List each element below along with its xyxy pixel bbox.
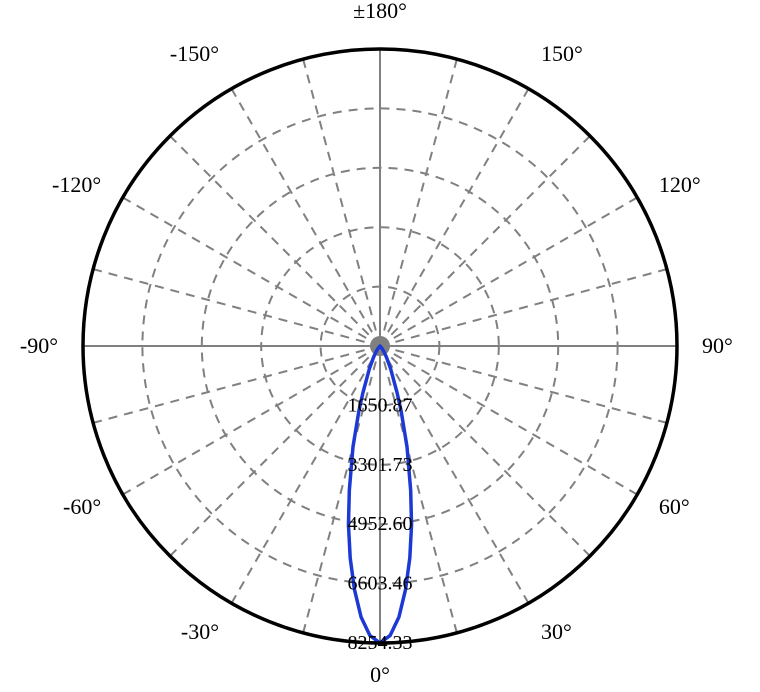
grid-spoke: [123, 198, 380, 347]
angle-label: 30°: [541, 619, 572, 644]
grid-spoke: [380, 346, 667, 423]
angle-label: -90°: [20, 333, 58, 358]
angle-label: 150°: [541, 41, 583, 66]
radial-tick-label: 4952.60: [348, 513, 413, 535]
angle-label: 120°: [659, 172, 701, 197]
grid-spoke: [380, 136, 590, 346]
angle-label: 0°: [370, 662, 390, 687]
angle-label: -60°: [63, 494, 101, 519]
grid-spoke: [123, 346, 380, 495]
radial-tick-label: 3301.73: [348, 454, 413, 476]
radial-tick-label: 1650.87: [348, 394, 413, 416]
grid-spoke: [380, 59, 457, 346]
grid-spoke: [232, 89, 381, 346]
grid-spoke: [93, 269, 380, 346]
radial-tick-label: 8254.33: [348, 632, 413, 654]
angle-label: ±180°: [353, 0, 407, 23]
angle-label: -150°: [170, 41, 219, 66]
grid-spoke: [380, 269, 667, 346]
grid-spoke: [93, 346, 380, 423]
grid-spoke: [380, 346, 637, 495]
angle-label: 90°: [702, 333, 733, 358]
angle-label: -120°: [52, 172, 101, 197]
grid-spoke: [380, 198, 637, 347]
radial-tick-label: 6603.46: [348, 573, 413, 595]
grid-spoke: [303, 59, 380, 346]
angle-label: -30°: [181, 619, 219, 644]
angle-label: 60°: [659, 494, 690, 519]
grid-spoke: [170, 136, 380, 346]
grid-spoke: [380, 89, 529, 346]
polar-chart: 1650.87 3301.73 4952.60 6603.46 8254.33 0° 30°…: [0, 0, 760, 692]
